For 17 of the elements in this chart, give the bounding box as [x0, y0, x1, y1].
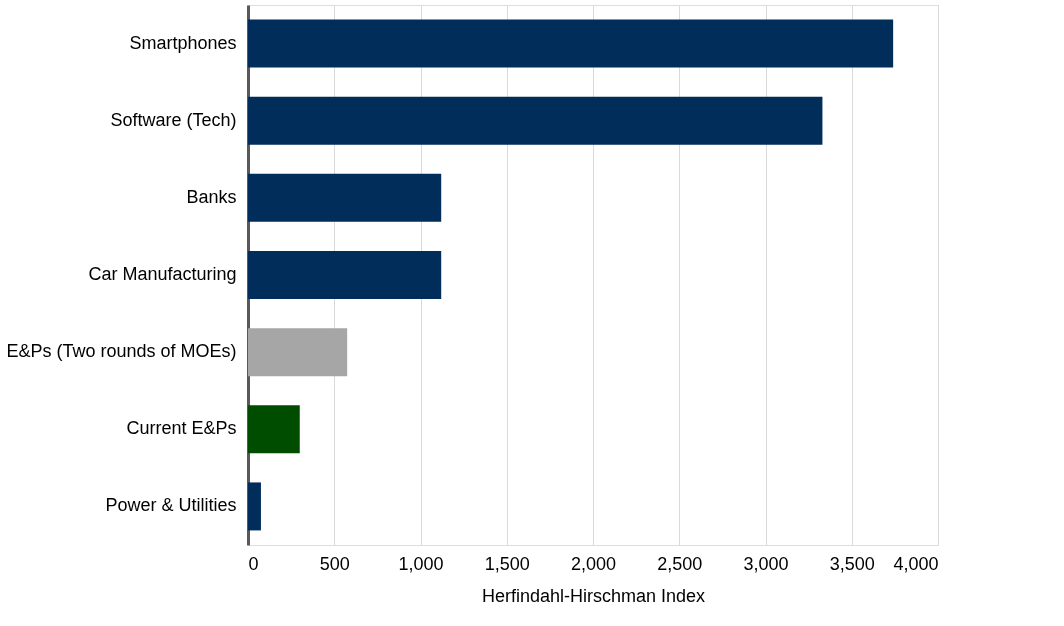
x-tick-label: 1,500	[484, 553, 530, 574]
y-tick-label: E&Ps (Two rounds of MOEs)	[6, 341, 237, 362]
x-tick-label: 0	[248, 553, 259, 574]
x-axis-title: Herfindahl-Hirschman Index	[481, 585, 706, 606]
x-tick-label: 500	[319, 553, 350, 574]
x-tick-label: 4,000	[893, 553, 939, 574]
y-tick-label: Software (Tech)	[110, 109, 237, 130]
y-tick-label: Power & Utilities	[105, 495, 237, 516]
x-tick-label: 1,000	[398, 553, 444, 574]
x-tick-label: 3,500	[829, 553, 875, 574]
y-tick-label: Car Manufacturing	[88, 264, 237, 284]
x-tick-label: 2,000	[570, 553, 617, 574]
y-tick-label: Banks	[186, 186, 237, 207]
x-tick-label: 2,500	[657, 553, 703, 574]
y-tick-label: Smartphones	[129, 32, 237, 53]
x-tick-label: 3,000	[743, 553, 789, 574]
y-tick-label: Current E&Ps	[126, 418, 237, 439]
